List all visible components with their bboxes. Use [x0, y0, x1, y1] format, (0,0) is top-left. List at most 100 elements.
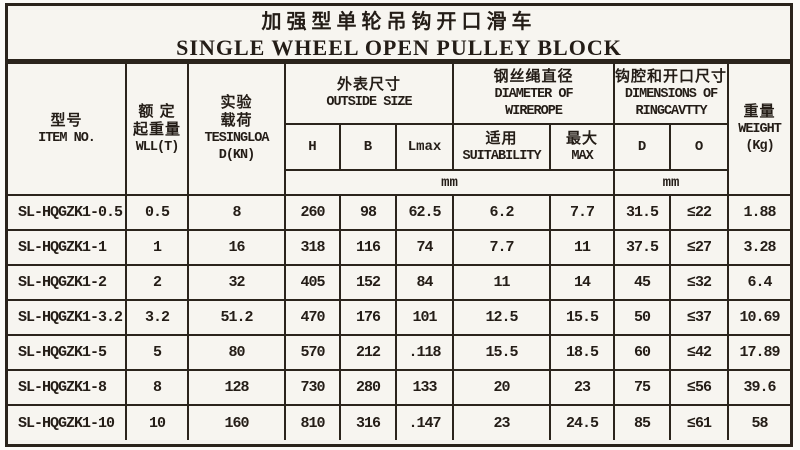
- cell-weight: 39.6: [727, 369, 790, 406]
- table-row: SL-HQGZK1-1 1 16 318 116 74 7.7 11 37.5 …: [8, 229, 790, 266]
- cell-d: 75: [613, 369, 672, 406]
- b-label: B: [363, 139, 373, 155]
- h-label: H: [308, 139, 317, 155]
- cell-item-no: SL-HQGZK1-2: [8, 264, 127, 301]
- col-header-h: H: [285, 123, 341, 171]
- group-header-wirerope-diameter: 钢丝绳直径 DIAMETER OF WIREROPE: [452, 62, 616, 125]
- col-header-suitability: 适用 SUITABILITY: [452, 123, 552, 171]
- cell-max: 18.5: [549, 334, 616, 371]
- cell-test-load: 51.2: [187, 299, 286, 336]
- cell-max: 7.7: [549, 194, 616, 231]
- cell-h: 470: [284, 299, 341, 336]
- col-header-lmax: Lmax: [394, 123, 455, 171]
- cell-d: 50: [613, 299, 672, 336]
- cell-h: 810: [284, 404, 341, 440]
- cell-item-no: SL-HQGZK1-5: [8, 334, 127, 371]
- cell-test-load: 16: [187, 229, 286, 266]
- cell-test-load: 80: [187, 334, 286, 371]
- cell-wll: 0.5: [125, 194, 189, 231]
- col-header-o: O: [669, 123, 729, 171]
- col-header-d: D: [613, 123, 672, 171]
- wll-label-zh2: 起重量: [132, 120, 181, 138]
- unit-mm-left: mm: [285, 169, 616, 196]
- lmax-label: Lmax: [407, 139, 442, 155]
- cell-b: 98: [339, 194, 397, 231]
- sheet-title: 加强型单轮吊钩开口滑车 SINGLE WHEEL OPEN PULLEY BLO…: [8, 6, 790, 62]
- suitability-label-zh: 适用: [485, 129, 518, 147]
- cell-h: 260: [284, 194, 341, 231]
- cell-d: 37.5: [613, 229, 672, 266]
- cell-o: ≤32: [669, 264, 730, 301]
- cell-weight: 6.4: [727, 264, 790, 301]
- table-row: SL-HQGZK1-8 8 128 730 280 133 20 23 75 ≤…: [8, 369, 790, 406]
- wirerope-label-en1: DIAMETER OF: [494, 86, 573, 102]
- wirerope-label-en2: WIREROPE: [505, 103, 563, 119]
- header-unit-row: mm mm: [8, 169, 790, 196]
- cell-h: 318: [284, 229, 341, 266]
- ring-cavity-label-en2: RINGCAVTTY: [635, 103, 708, 119]
- header-sub-row: H B Lmax 适用 SUITABILITY 最大 MAX D O: [8, 123, 790, 171]
- cell-lmax: 84: [394, 264, 455, 301]
- cell-o: ≤37: [669, 299, 730, 336]
- ring-cavity-label-zh: 钩腔和开口尺寸: [615, 67, 728, 85]
- cell-lmax: 133: [394, 369, 455, 406]
- cell-lmax: .147: [394, 404, 455, 440]
- cell-d: 85: [613, 404, 672, 440]
- cell-item-no: SL-HQGZK1-10: [8, 404, 127, 440]
- test-load-label-en1: TESINGLOA: [204, 131, 270, 146]
- weight-label-unit: (Kg): [745, 139, 774, 154]
- cell-o: ≤27: [669, 229, 730, 266]
- pulley-block-spec-sheet: 加强型单轮吊钩开口滑车 SINGLE WHEEL OPEN PULLEY BLO…: [5, 3, 793, 447]
- outside-size-label-zh: 外表尺寸: [337, 76, 402, 93]
- table-row: SL-HQGZK1-3.2 3.2 51.2 470 176 101 12.5 …: [8, 299, 790, 336]
- cell-wll: 1: [125, 229, 189, 266]
- col-header-b: B: [339, 123, 397, 171]
- cell-item-no: SL-HQGZK1-0.5: [8, 194, 127, 231]
- cell-suitability: 23: [452, 404, 552, 440]
- cell-item-no: SL-HQGZK1-8: [8, 369, 127, 406]
- cell-lmax: .118: [394, 334, 455, 371]
- cell-b: 280: [339, 369, 397, 406]
- cell-weight: 58: [727, 404, 790, 440]
- cell-suitability: 20: [452, 369, 552, 406]
- max-label-en: MAX: [571, 148, 593, 164]
- cell-h: 730: [284, 369, 341, 406]
- max-label-zh: 最大: [566, 129, 599, 147]
- cell-o: ≤56: [669, 369, 730, 406]
- wll-label-zh1: 额 定: [138, 102, 176, 120]
- test-load-label-en2: D(KN): [218, 148, 256, 163]
- cell-h: 405: [284, 264, 341, 301]
- table-row: SL-HQGZK1-10 10 160 810 316 .147 23 24.5…: [8, 404, 790, 440]
- cell-wll: 8: [125, 369, 189, 406]
- o-label: O: [694, 139, 704, 155]
- weight-label-zh: 重量: [743, 103, 776, 120]
- cell-max: 24.5: [549, 404, 616, 440]
- cell-o: ≤61: [669, 404, 730, 440]
- cell-d: 60: [613, 334, 672, 371]
- cell-b: 176: [339, 299, 397, 336]
- group-header-ring-cavity: 钩腔和开口尺寸 DIMENSIONS OF RINGCAVTTY: [613, 62, 730, 125]
- cell-h: 570: [284, 334, 341, 371]
- cell-b: 212: [339, 334, 397, 371]
- cell-lmax: 101: [394, 299, 455, 336]
- table-row: SL-HQGZK1-2 2 32 405 152 84 11 14 45 ≤32…: [8, 264, 790, 301]
- test-load-label-zh1: 实验: [220, 94, 253, 111]
- cell-test-load: 160: [187, 404, 286, 440]
- title-english: SINGLE WHEEL OPEN PULLEY BLOCK: [176, 35, 622, 60]
- cell-suitability: 7.7: [452, 229, 552, 266]
- outside-size-label-en: OUTSIDE SIZE: [326, 95, 412, 110]
- cell-test-load: 128: [187, 369, 286, 406]
- cell-wll: 3.2: [125, 299, 189, 336]
- item-no-label-zh: 型号: [50, 111, 83, 129]
- cell-test-load: 8: [187, 194, 286, 231]
- col-header-weight: 重量 WEIGHT (Kg): [727, 62, 790, 196]
- cell-suitability: 15.5: [452, 334, 552, 371]
- cell-weight: 3.28: [727, 229, 790, 266]
- cell-d: 31.5: [613, 194, 672, 231]
- weight-label-en: WEIGHT: [738, 122, 782, 137]
- col-header-test-load: 实验 载荷 TESINGLOA D(KN): [187, 62, 286, 196]
- cell-wll: 2: [125, 264, 189, 301]
- cell-weight: 10.69: [727, 299, 790, 336]
- cell-suitability: 11: [452, 264, 552, 301]
- col-header-max: 最大 MAX: [549, 123, 616, 171]
